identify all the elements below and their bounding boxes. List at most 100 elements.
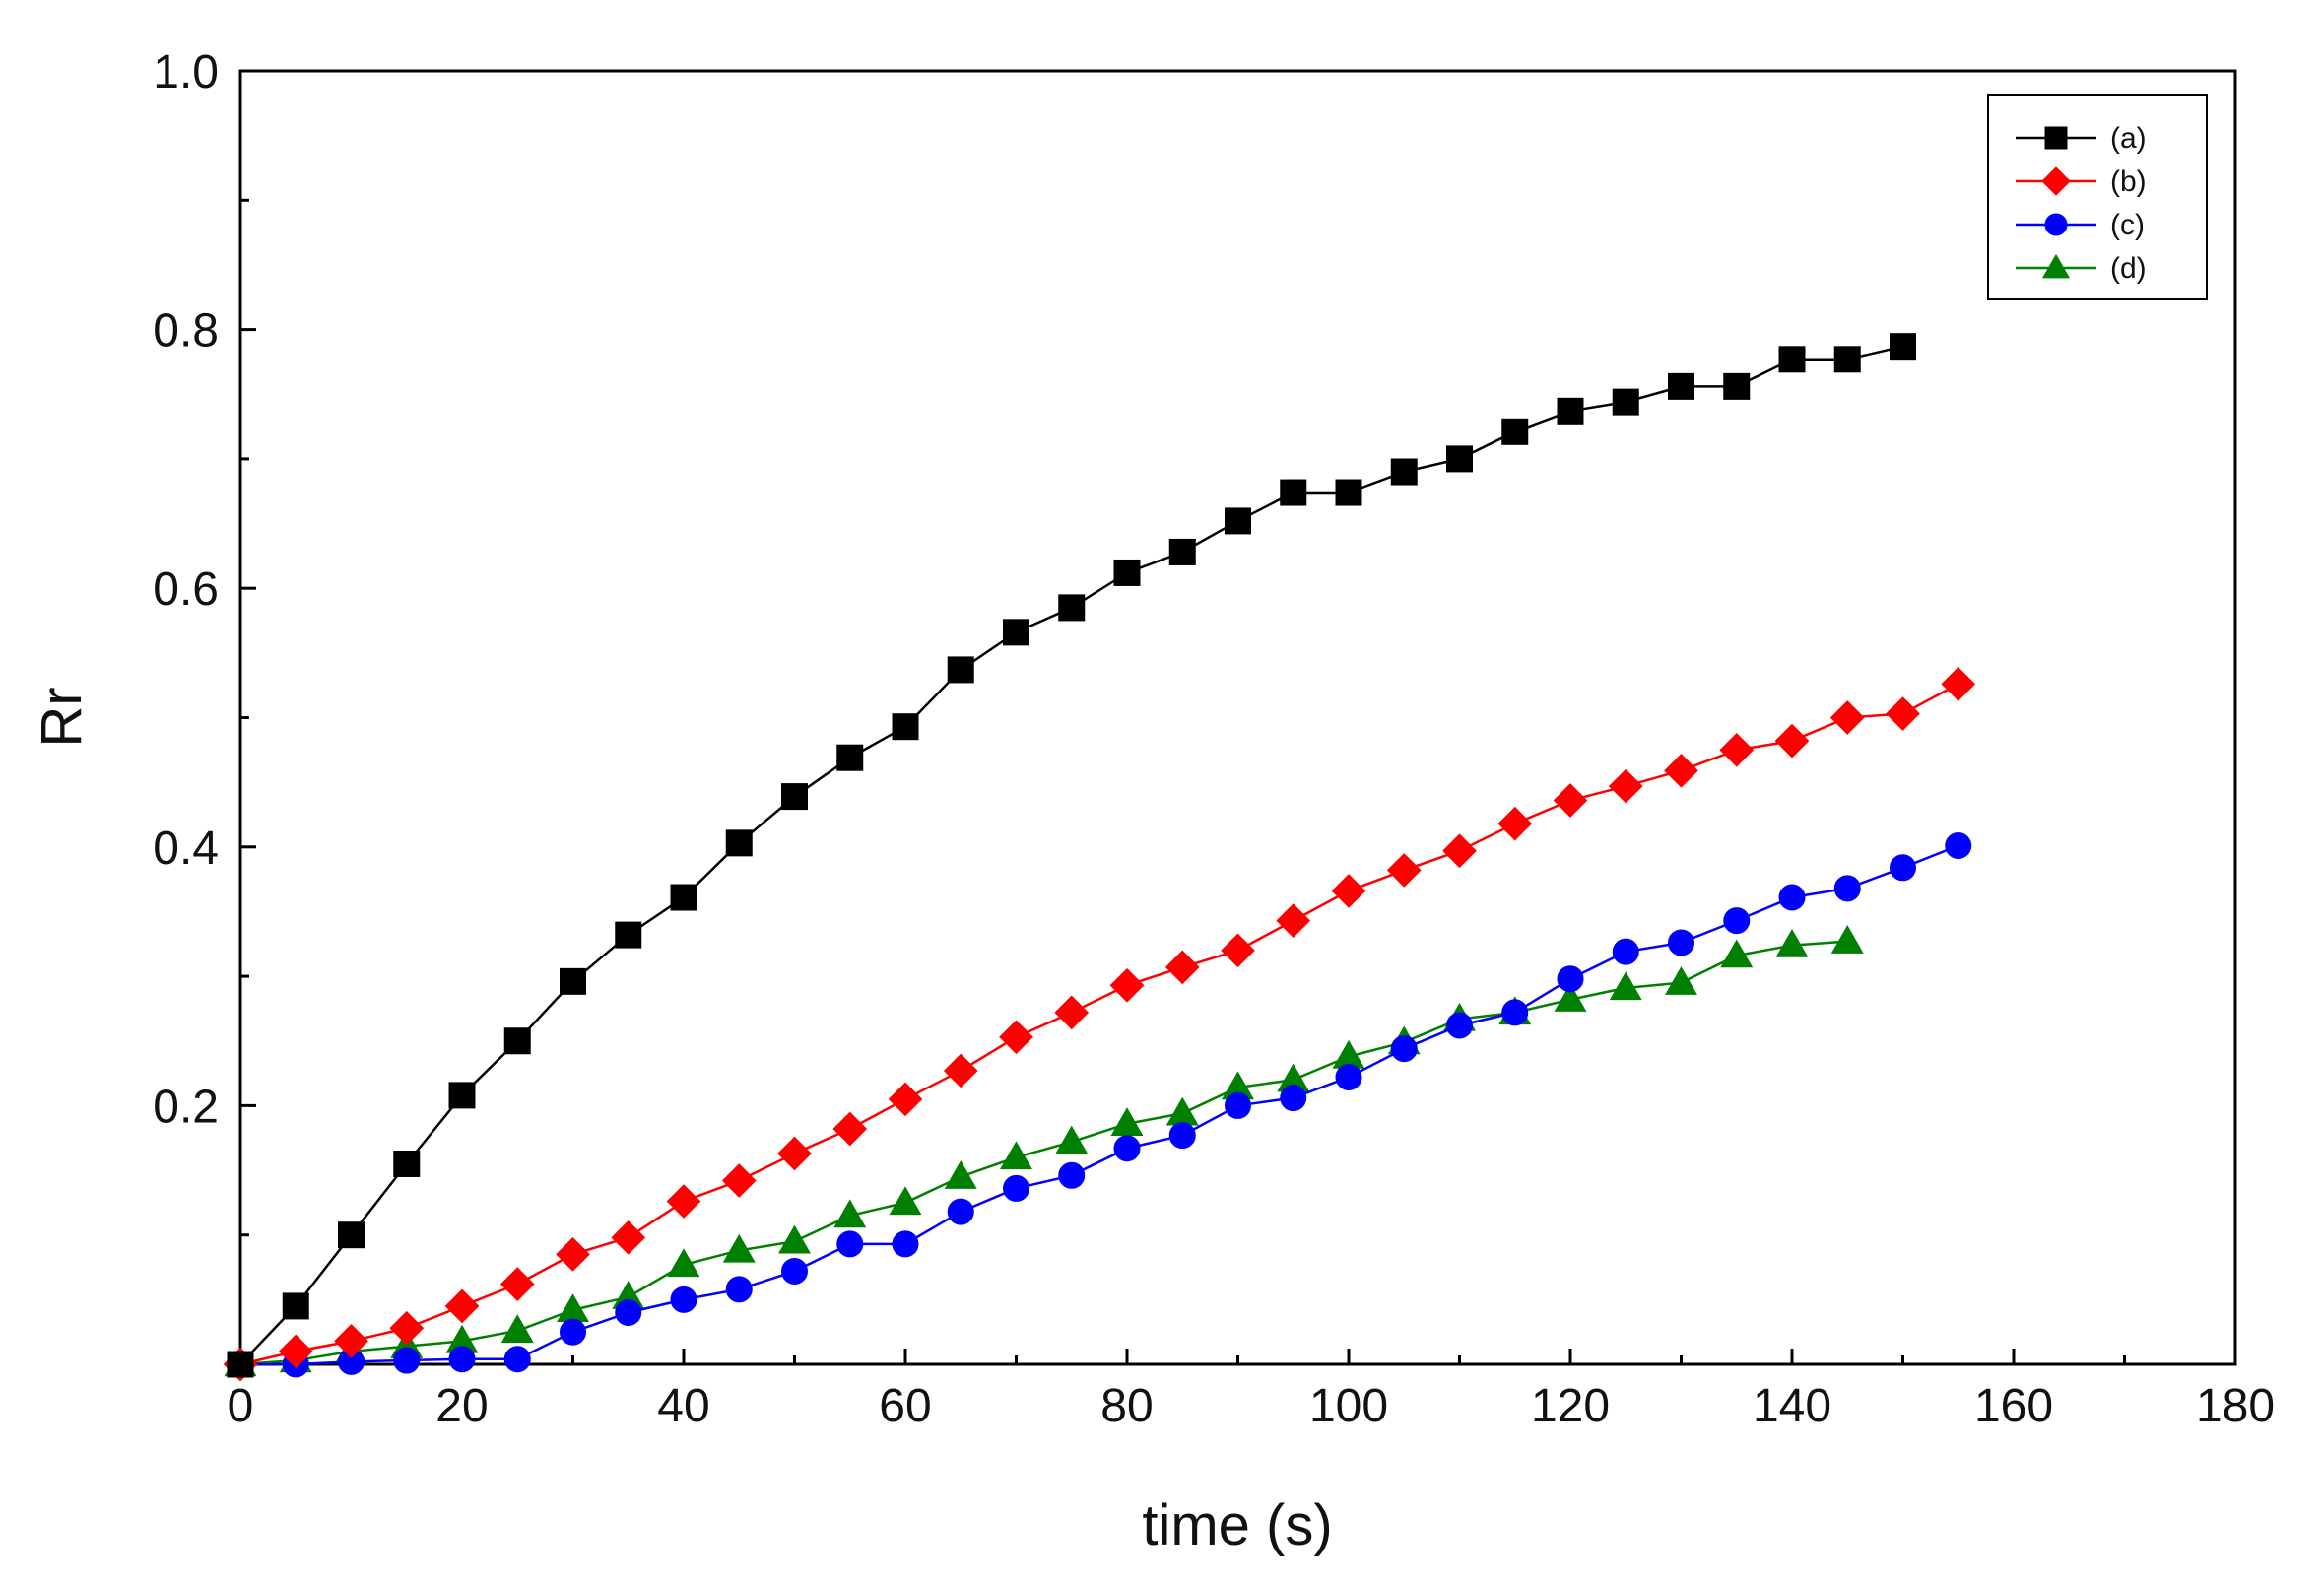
data-point	[1886, 696, 1920, 731]
legend-entry: (c)	[2016, 209, 2145, 241]
data-point	[943, 1053, 978, 1088]
y-tick-label: 0.2	[153, 1081, 219, 1133]
data-point	[833, 1199, 867, 1228]
data-point	[836, 1230, 864, 1258]
data-point	[1719, 732, 1755, 767]
legend-entry: (b)	[2016, 165, 2147, 198]
legend-entry: (a)	[2016, 122, 2147, 155]
data-point	[1164, 950, 1200, 985]
data-point	[1941, 667, 1976, 701]
data-point	[1829, 700, 1865, 735]
data-point	[778, 1224, 811, 1254]
data-point	[1335, 1064, 1362, 1091]
data-point	[1612, 938, 1639, 965]
data-point	[892, 1230, 919, 1258]
data-point	[888, 1082, 923, 1117]
data-point	[1390, 458, 1418, 486]
data-point	[832, 1111, 868, 1147]
y-axis-ticks: 0.2 0.4 0.6 0.8 1.0	[153, 46, 256, 1237]
data-point	[1003, 1174, 1029, 1202]
x-tick-label: 100	[1309, 1380, 1388, 1432]
data-point	[1168, 538, 1196, 565]
data-point	[670, 1286, 697, 1313]
data-point	[611, 1220, 646, 1255]
data-point	[1003, 619, 1029, 646]
data-point	[1280, 1085, 1307, 1112]
y-tick-label: 1.0	[153, 46, 219, 99]
series-a	[227, 333, 1916, 1378]
data-point	[1221, 933, 1255, 968]
x-tick-label: 120	[1531, 1380, 1610, 1432]
data-point	[1609, 971, 1642, 1001]
x-tick-label: 60	[879, 1380, 931, 1432]
data-point	[1554, 983, 1587, 1012]
data-point	[1386, 853, 1422, 888]
x-axis-title: time (s)	[1142, 1493, 1332, 1557]
data-point	[1113, 559, 1141, 586]
data-point	[1054, 995, 1090, 1030]
data-point	[1000, 1141, 1032, 1170]
y-tick-label: 0.8	[153, 305, 219, 358]
series-layer	[223, 333, 1976, 1382]
legend-label: (d)	[2110, 252, 2147, 285]
data-point	[722, 1233, 756, 1263]
x-tick-label: 140	[1753, 1380, 1831, 1432]
data-point	[1280, 479, 1307, 506]
data-point	[1557, 965, 1584, 993]
data-point	[667, 1248, 700, 1278]
data-point	[1113, 1135, 1141, 1162]
legend: (a) (b) (c) (d)	[1987, 94, 2208, 300]
data-point	[836, 744, 864, 771]
data-point	[1608, 768, 1643, 804]
data-point	[1890, 333, 1916, 361]
data-point	[892, 713, 919, 741]
data-point	[1668, 372, 1694, 400]
data-point	[278, 1334, 313, 1369]
x-tick-label: 80	[1100, 1380, 1153, 1432]
legend-entry: (d)	[2016, 252, 2147, 285]
data-point	[615, 1298, 642, 1326]
data-point	[503, 1027, 531, 1055]
x-tick-label: 0	[228, 1380, 254, 1432]
data-point	[1390, 1035, 1418, 1063]
data-point	[1442, 833, 1477, 869]
data-point	[560, 1318, 586, 1346]
data-point	[1276, 903, 1311, 938]
data-point	[1168, 1122, 1196, 1150]
x-tick-label: 20	[435, 1380, 488, 1432]
data-point	[1720, 939, 1754, 968]
data-point	[1665, 966, 1697, 995]
x-tick-label: 40	[657, 1380, 709, 1432]
data-point	[500, 1314, 534, 1344]
data-point	[393, 1150, 421, 1177]
data-point	[1225, 507, 1251, 535]
data-point	[1446, 1012, 1473, 1039]
data-point	[1553, 783, 1588, 818]
data-point	[1775, 928, 1809, 957]
data-point	[1778, 884, 1806, 911]
legend-label: (c)	[2110, 209, 2145, 241]
data-point	[1945, 831, 1972, 859]
data-point	[889, 1186, 922, 1216]
data-point	[944, 1160, 977, 1189]
data-point	[781, 783, 808, 811]
data-point	[1557, 397, 1584, 425]
data-point	[1109, 967, 1145, 1003]
data-point	[1335, 479, 1362, 506]
data-point	[1612, 388, 1639, 416]
data-point	[1774, 723, 1810, 759]
data-point	[725, 1276, 753, 1303]
data-point	[1225, 1091, 1251, 1119]
data-point	[670, 884, 697, 911]
x-tick-label: 180	[2196, 1380, 2275, 1432]
data-point	[448, 1082, 476, 1109]
data-point	[721, 1163, 757, 1198]
data-point	[777, 1136, 812, 1171]
data-point	[1833, 346, 1861, 373]
data-point	[1058, 1161, 1086, 1189]
legend-box	[1987, 94, 2208, 300]
plot-frame	[238, 69, 2237, 1366]
data-point	[1446, 445, 1473, 473]
data-point	[1055, 1125, 1089, 1154]
